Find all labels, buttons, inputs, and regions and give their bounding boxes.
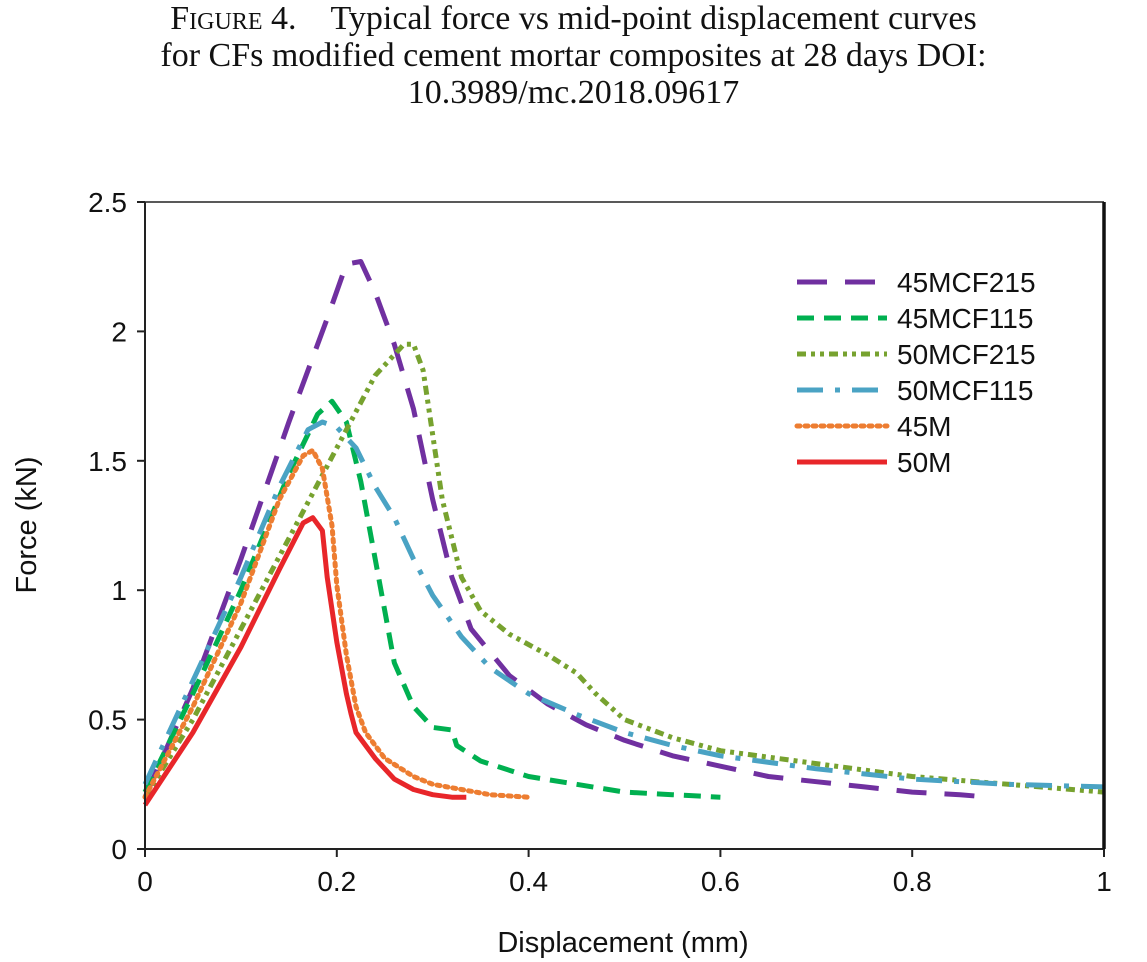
caption-text-1: Typical force vs mid-point displacement … bbox=[330, 0, 977, 37]
legend-label-45M: 45M bbox=[897, 411, 951, 442]
x-tick-label: 0.2 bbox=[317, 866, 356, 897]
caption-line-1: Figure 4. Typical force vs mid-point dis… bbox=[0, 0, 1147, 37]
x-tick-label: 0.8 bbox=[893, 866, 932, 897]
axes-layer: 0 0.5 1 1.5 2 2.5 0 0.2 0.4 0.6 0.8 1 bbox=[88, 187, 1112, 897]
x-axis-label: Displacement (mm) bbox=[497, 927, 748, 959]
y-tick-label: 1.5 bbox=[88, 446, 127, 477]
series-line-45M bbox=[142, 447, 532, 800]
series-layer bbox=[142, 259, 1105, 807]
figure-caption: Figure 4. Typical force vs mid-point dis… bbox=[0, 0, 1147, 111]
y-tick-label: 0.5 bbox=[88, 705, 127, 736]
series-line-50MCF215 bbox=[142, 341, 1105, 799]
caption-line-3: 10.3989/mc.2018.09617 bbox=[407, 74, 740, 111]
x-tick-label: 1 bbox=[1096, 866, 1112, 897]
series-line-50MCF115 bbox=[142, 419, 1105, 790]
series-line-45MCF115 bbox=[142, 398, 721, 800]
legend-label-45MCF215: 45MCF215 bbox=[897, 267, 1036, 298]
legend-label-50MCF115: 50MCF115 bbox=[897, 375, 1033, 406]
y-tick-label: 2 bbox=[111, 316, 127, 347]
series-line-45MCF215 bbox=[142, 259, 990, 800]
x-tick-label: 0 bbox=[137, 866, 153, 897]
legend: 45MCF215 45MCF115 50MCF215 50MCF115 45M 50M bbox=[794, 267, 1036, 478]
x-tick-label: 0.6 bbox=[701, 866, 740, 897]
x-tick-label: 0.4 bbox=[509, 866, 548, 897]
caption-line-2: for CFs modified cement mortar composite… bbox=[160, 37, 987, 74]
series-line-50M bbox=[142, 515, 467, 807]
legend-label-50M: 50M bbox=[897, 447, 951, 478]
legend-label-45MCF115: 45MCF115 bbox=[897, 303, 1033, 334]
figure-label: Figure 4. bbox=[170, 0, 297, 37]
y-axis-label: Force (kN) bbox=[11, 457, 43, 594]
y-tick-label: 0 bbox=[111, 834, 127, 865]
legend-label-50MCF215: 50MCF215 bbox=[897, 339, 1036, 370]
y-tick-label: 2.5 bbox=[88, 187, 127, 218]
y-tick-label: 1 bbox=[111, 575, 127, 606]
